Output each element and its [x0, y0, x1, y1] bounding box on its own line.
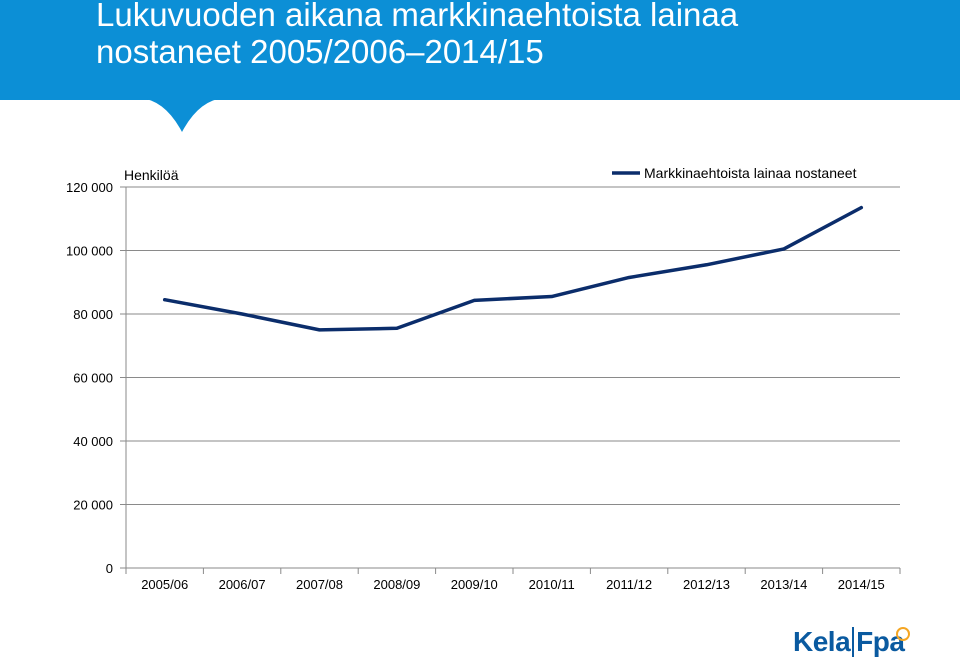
data-point-0-8	[782, 247, 786, 251]
series-line-0	[162, 205, 864, 332]
y-tick-label-1: 20 000	[73, 498, 113, 513]
y-tick-label-5: 100 000	[66, 244, 113, 259]
data-point-0-0	[163, 298, 167, 302]
y-tick-label-4: 80 000	[73, 307, 113, 322]
x-tick-label-7: 2012/13	[683, 577, 730, 592]
header-notch	[140, 98, 224, 132]
legend-label-0: Markkinaehtoista lainaa nostaneet	[644, 165, 857, 181]
x-tick-label-2: 2007/08	[296, 577, 343, 592]
logo-part1: Kela	[793, 626, 851, 657]
y-tick-label-0: 0	[106, 561, 113, 576]
data-point-0-5	[550, 295, 554, 299]
data-point-0-4	[472, 298, 476, 302]
x-tick-label-4: 2009/10	[451, 577, 498, 592]
page-title-line2: nostaneet 2005/2006–2014/15	[96, 33, 544, 70]
x-tick-label-1: 2006/07	[219, 577, 266, 592]
logo-separator	[852, 627, 855, 657]
data-point-0-9	[859, 206, 863, 210]
y-axis-label: Henkilöä	[124, 167, 179, 183]
x-tick-label-0: 2005/06	[141, 577, 188, 592]
header-banner: Lukuvuoden aikana markkinaehtoista laina…	[0, 0, 960, 100]
y-tick-label-6: 120 000	[66, 180, 113, 195]
kela-fpa-logo: Kela Fpa	[793, 620, 923, 666]
data-point-0-1	[240, 312, 244, 316]
page-title: Lukuvuoden aikana markkinaehtoista laina…	[96, 0, 936, 70]
x-tick-label-5: 2010/11	[529, 577, 575, 592]
logo-text: Kela Fpa	[793, 626, 905, 658]
data-point-0-2	[318, 328, 321, 332]
y-tick-label-2: 40 000	[73, 434, 113, 449]
data-point-0-7	[705, 263, 708, 267]
x-tick-label-3: 2008/09	[373, 577, 420, 592]
data-point-0-6	[627, 275, 631, 279]
logo-badge-icon	[896, 627, 910, 641]
page-title-line1: Lukuvuoden aikana markkinaehtoista laina…	[96, 0, 739, 33]
data-point-0-3	[395, 326, 399, 330]
y-tick-label-3: 60 000	[73, 371, 113, 386]
x-tick-label-6: 2011/12	[606, 577, 652, 592]
x-tick-label-9: 2014/15	[838, 577, 885, 592]
x-tick-label-8: 2013/14	[760, 577, 807, 592]
